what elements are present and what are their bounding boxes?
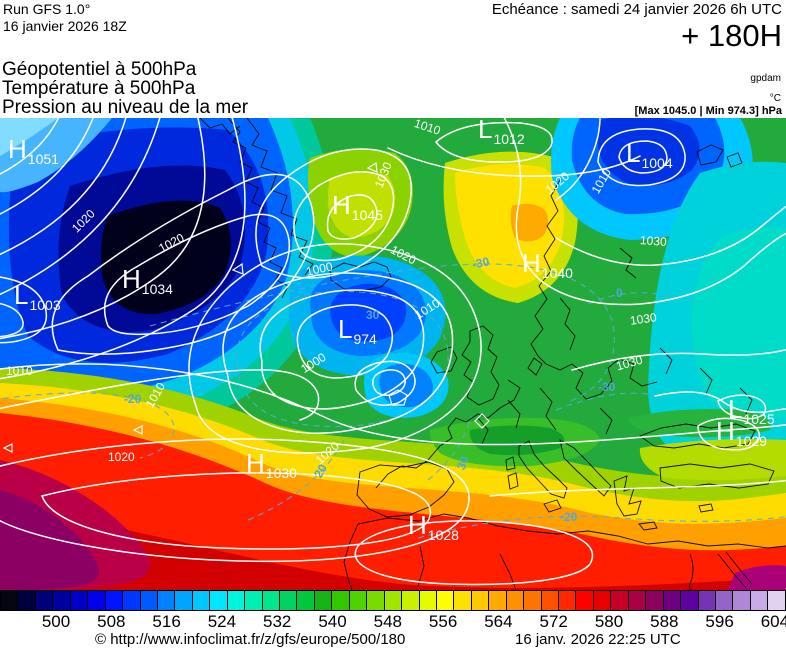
scale-tick-label: 532 bbox=[263, 612, 292, 631]
scale-tick-label: 588 bbox=[650, 612, 679, 631]
unit-gpdam-label: gpdam bbox=[750, 73, 781, 84]
scale-cell bbox=[192, 591, 211, 610]
isobar-lines bbox=[0, 118, 786, 586]
scale-tick-label: 556 bbox=[428, 612, 458, 631]
scale-cell bbox=[715, 591, 734, 610]
scale-cell bbox=[454, 591, 472, 610]
scale-cell bbox=[402, 591, 420, 610]
scale-cell bbox=[367, 591, 385, 610]
scale-cell bbox=[297, 591, 315, 610]
scale-cell bbox=[559, 591, 577, 610]
scale-cell bbox=[262, 591, 280, 610]
weather-map-svg bbox=[0, 118, 786, 590]
param-temperature-label: Température à 500hPa bbox=[2, 78, 196, 99]
scale-tick-label: 540 bbox=[318, 612, 347, 631]
pressure-minmax-label: [Max 1045.0 | Min 974.3] hPa bbox=[634, 105, 782, 117]
scale-tick-label: 572 bbox=[539, 612, 568, 631]
scale-cell bbox=[245, 591, 263, 610]
run-model-label: Run GFS 1.0° bbox=[3, 1, 91, 17]
param-mslp-label: Pression au niveau de la mer bbox=[2, 97, 249, 118]
scale-cell bbox=[35, 591, 54, 610]
scale-cell bbox=[280, 591, 298, 610]
scale-cell bbox=[349, 591, 368, 610]
scale-cell bbox=[436, 591, 455, 610]
map-symbols bbox=[2, 161, 490, 453]
geopotential-color-scale bbox=[0, 590, 786, 611]
scale-cell bbox=[1, 591, 19, 610]
scale-cell bbox=[611, 591, 629, 610]
scale-cell bbox=[628, 591, 647, 610]
scale-cell bbox=[663, 591, 682, 610]
scale-tick-label: 580 bbox=[594, 612, 624, 631]
run-date-label: 16 janvier 2026 18Z bbox=[3, 18, 127, 34]
scale-tick-label: 564 bbox=[484, 612, 513, 631]
scale-cell bbox=[227, 591, 246, 610]
scale-cell bbox=[123, 591, 141, 610]
lead-time-label: + 180H bbox=[681, 18, 782, 53]
scale-cell bbox=[88, 591, 106, 610]
scale-cell bbox=[733, 591, 751, 610]
scale-cell bbox=[157, 591, 176, 610]
scale-cell bbox=[70, 591, 89, 610]
unit-celsius-label: °C bbox=[769, 93, 781, 104]
scale-tick-label: 604 bbox=[760, 612, 786, 631]
scale-cell bbox=[53, 591, 71, 610]
scale-cell bbox=[750, 591, 769, 610]
scale-tick-label: 548 bbox=[373, 612, 402, 631]
scale-cell bbox=[18, 591, 36, 610]
scale-tick-label: 500 bbox=[41, 612, 71, 631]
scale-cell bbox=[105, 591, 124, 610]
scale-cell bbox=[646, 591, 664, 610]
scale-cell bbox=[140, 591, 158, 610]
valid-time-label: Echéance : samedi 24 janvier 2026 6h UTC bbox=[491, 1, 782, 18]
scale-cell bbox=[541, 591, 559, 610]
color-scale-tick-labels: 500 508 516 524 532 540 548 556 564 572 580 588 596 6… bbox=[0, 612, 786, 634]
scale-tick-label: 508 bbox=[97, 612, 126, 631]
scale-cell bbox=[419, 591, 437, 610]
scale-cell bbox=[489, 591, 507, 610]
scale-cell bbox=[175, 591, 193, 610]
weather-map: H1051 L1003 H1034 H1045 L1012 L1004 H1040 L974 H… bbox=[0, 118, 786, 590]
scale-tick-label: 516 bbox=[152, 612, 181, 631]
scale-cell bbox=[314, 591, 333, 610]
scale-cell bbox=[506, 591, 525, 610]
scale-cell bbox=[332, 591, 350, 610]
source-url-label: © http://www.infoclimat.fr/z/gfs/europe/… bbox=[95, 631, 406, 648]
scale-cell bbox=[524, 591, 542, 610]
scale-cell bbox=[593, 591, 612, 610]
generation-time-label: 16 janv. 2026 22:25 UTC bbox=[515, 631, 681, 648]
scale-tick-label: 596 bbox=[705, 612, 734, 631]
scale-cell bbox=[210, 591, 228, 610]
scale-tick-label: 524 bbox=[207, 612, 237, 631]
scale-cell bbox=[681, 591, 699, 610]
param-geopotential-label: Géopotentiel à 500hPa bbox=[2, 59, 197, 80]
scale-cell bbox=[698, 591, 716, 610]
scale-cell bbox=[576, 591, 594, 610]
scale-cell bbox=[384, 591, 403, 610]
scale-cell bbox=[471, 591, 490, 610]
scale-cell bbox=[768, 591, 785, 610]
